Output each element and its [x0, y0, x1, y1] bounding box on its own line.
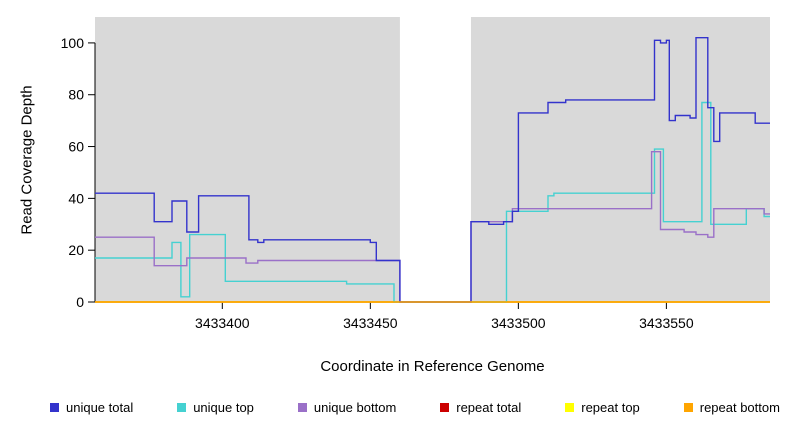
- legend-label: unique bottom: [313, 400, 397, 415]
- legend-label: unique total: [66, 400, 134, 415]
- legend-item-unique-top: unique top: [177, 400, 254, 415]
- series-unique-total: [95, 37, 770, 303]
- x-tick-label: 3433500: [491, 315, 546, 331]
- legend: unique total unique top unique bottom repea…: [50, 400, 780, 415]
- legend-swatch-unique-top: [177, 403, 187, 412]
- legend-swatch-repeat-total: [440, 403, 450, 412]
- legend-label: repeat top: [581, 400, 640, 415]
- legend-label: repeat total: [456, 400, 522, 415]
- y-tick-label: 80: [68, 87, 84, 103]
- coverage-plot: 0 20 40 60 80 100 3433400 3433450 3433500 3433550: [61, 17, 770, 331]
- x-tick-label: 3433450: [343, 315, 398, 331]
- legend-swatch-unique-bottom: [297, 403, 307, 412]
- legend-label: repeat bottom: [699, 400, 780, 415]
- series-unique-top: [95, 101, 770, 303]
- legend-label: unique top: [193, 400, 254, 415]
- series-unique-bottom: [95, 151, 770, 303]
- legend-item-unique-bottom: unique bottom: [297, 400, 397, 415]
- y-tick-label: 0: [76, 294, 84, 310]
- coverage-gap-band: [399, 17, 471, 302]
- legend-swatch-unique-total: [50, 403, 59, 412]
- x-tick-label: 3433550: [639, 315, 694, 331]
- y-tick-label: 60: [68, 139, 84, 155]
- legend-item-unique-total: unique total: [50, 400, 133, 415]
- legend-item-repeat-total: repeat total: [440, 400, 521, 415]
- y-tick-label: 40: [68, 190, 84, 206]
- x-tick-label: 3433400: [195, 315, 250, 331]
- x-axis-label: Coordinate in Reference Genome: [320, 358, 545, 375]
- legend-swatch-repeat-top: [565, 403, 575, 412]
- y-tick-label: 20: [68, 242, 84, 258]
- legend-item-repeat-top: repeat top: [565, 400, 640, 415]
- y-axis-label: Read Coverage Depth: [18, 85, 36, 235]
- legend-swatch-repeat-bottom: [683, 403, 693, 412]
- legend-item-repeat-bottom: repeat bottom: [683, 400, 780, 415]
- y-tick-label: 100: [61, 35, 85, 51]
